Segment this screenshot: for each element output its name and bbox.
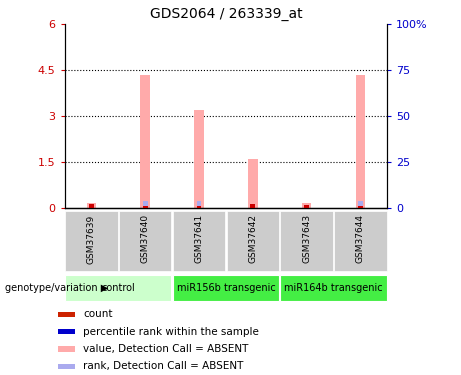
Text: GSM37642: GSM37642: [248, 214, 257, 263]
Bar: [304, 205, 309, 208]
Bar: [58, 329, 75, 334]
Bar: [65, 275, 171, 301]
Text: genotype/variation ▶: genotype/variation ▶: [5, 283, 108, 293]
Bar: [119, 211, 171, 271]
Text: GSM37639: GSM37639: [87, 214, 96, 264]
Bar: [58, 363, 75, 369]
Bar: [250, 204, 255, 208]
Text: control: control: [101, 283, 135, 293]
Text: miR156b transgenic: miR156b transgenic: [177, 283, 275, 293]
Bar: [226, 211, 279, 271]
Bar: [304, 207, 309, 208]
Bar: [280, 211, 333, 271]
Text: GSM37643: GSM37643: [302, 214, 311, 264]
Text: GSM37641: GSM37641: [195, 214, 203, 264]
Bar: [301, 202, 311, 208]
Bar: [196, 201, 201, 208]
Bar: [334, 211, 387, 271]
Bar: [280, 275, 387, 301]
Bar: [65, 211, 118, 271]
Bar: [358, 201, 363, 208]
Text: rank, Detection Call = ABSENT: rank, Detection Call = ABSENT: [83, 362, 243, 371]
Bar: [248, 159, 258, 208]
Bar: [58, 346, 75, 352]
Bar: [89, 204, 94, 208]
Text: miR164b transgenic: miR164b transgenic: [284, 283, 383, 293]
Bar: [173, 275, 279, 301]
Bar: [194, 110, 204, 208]
Text: GSM37644: GSM37644: [356, 214, 365, 263]
Bar: [140, 75, 150, 208]
Text: GSM37640: GSM37640: [141, 214, 150, 264]
Bar: [196, 206, 201, 208]
Bar: [250, 204, 255, 208]
Text: value, Detection Call = ABSENT: value, Detection Call = ABSENT: [83, 344, 248, 354]
Text: count: count: [83, 309, 112, 319]
Title: GDS2064 / 263339_at: GDS2064 / 263339_at: [149, 7, 302, 21]
Bar: [355, 75, 365, 208]
Bar: [87, 202, 96, 208]
Bar: [143, 206, 148, 208]
Bar: [173, 211, 225, 271]
Bar: [358, 206, 363, 208]
Text: percentile rank within the sample: percentile rank within the sample: [83, 327, 259, 337]
Bar: [58, 312, 75, 317]
Bar: [143, 201, 148, 208]
